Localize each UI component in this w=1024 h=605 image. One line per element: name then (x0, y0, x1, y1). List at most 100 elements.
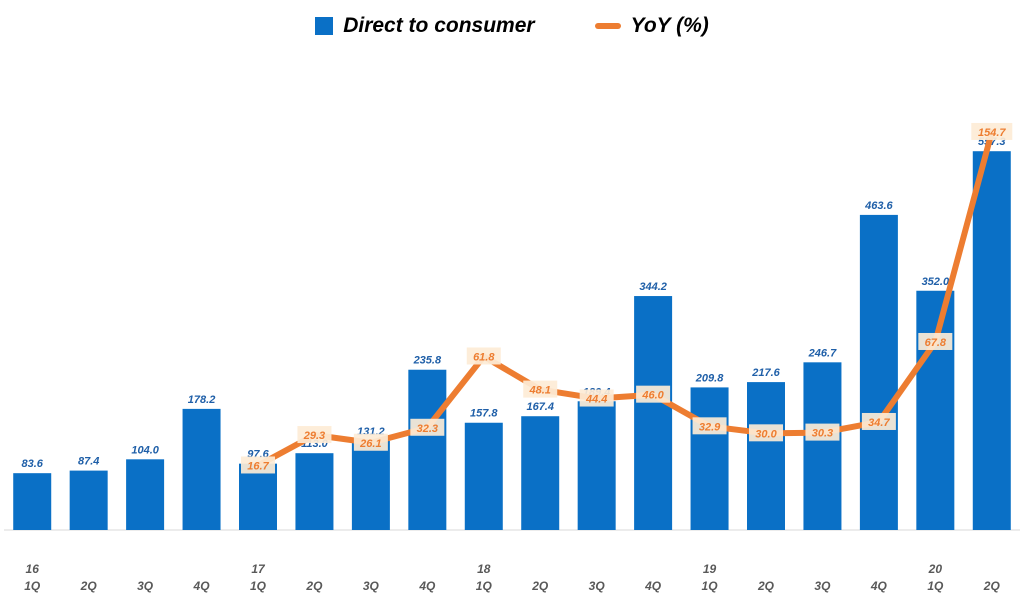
legend-item-yoy: YoY (%) (594, 14, 709, 38)
yoy-label-box-6 (353, 433, 388, 451)
x-tick-quarter-10: 3Q (589, 579, 606, 593)
bar-label-8: 157.8 (470, 408, 498, 420)
yoy-label-text-10: 44.4 (585, 394, 607, 406)
yoy-label-box-12 (692, 417, 727, 435)
x-tick-quarter-11: 4Q (644, 579, 662, 593)
bar-8 (464, 422, 503, 530)
x-tick-quarter-7: 4Q (418, 579, 436, 593)
bar-7 (408, 369, 447, 530)
x-tick-quarter-13: 2Q (757, 579, 775, 593)
yoy-label-text-7: 32.3 (417, 423, 438, 435)
x-tick-quarter-17: 2Q (983, 579, 1001, 593)
x-tick-quarter-15: 4Q (870, 579, 888, 593)
yoy-label-box-7 (410, 418, 445, 436)
bar-5 (295, 453, 334, 530)
bar-12 (690, 387, 729, 530)
x-tick-quarter-16: 1Q (927, 579, 944, 593)
bar-3 (182, 408, 221, 530)
x-tick-quarter-8: 1Q (476, 579, 493, 593)
x-tick-year-16: 20 (928, 562, 943, 576)
bar-label-9: 167.4 (526, 401, 554, 413)
bar-14 (803, 362, 842, 530)
x-tick-quarter-6: 3Q (363, 579, 380, 593)
yoy-label-8: 61.8 (466, 347, 501, 365)
yoy-label-7: 32.3 (410, 418, 445, 436)
x-tick-year-12: 19 (703, 562, 717, 576)
x-tick-quarter-4: 1Q (250, 579, 267, 593)
yoy-label-16: 67.8 (918, 332, 953, 350)
x-tick-quarter-3: 4Q (193, 579, 211, 593)
x-tick-year-4: 17 (251, 562, 266, 576)
yoy-label-text-11: 46.0 (641, 390, 664, 402)
yoy-label-box-16 (918, 332, 953, 350)
bar-13 (747, 382, 785, 530)
x-tick-quarter-0: 1Q (24, 579, 41, 593)
bar-10 (577, 401, 616, 530)
yoy-label-text-12: 32.9 (699, 421, 721, 433)
bar-label-0: 83.6 (22, 458, 44, 470)
yoy-label-14: 30.3 (805, 423, 840, 441)
yoy-label-11: 46.0 (636, 385, 671, 403)
bar-label-12: 209.8 (695, 372, 724, 384)
bar-label-1: 87.4 (78, 456, 99, 468)
yoy-label-text-14: 30.3 (812, 428, 833, 440)
yoy-label-box-5 (297, 426, 332, 444)
yoy-label-box-8 (466, 347, 501, 365)
x-tick-year-8: 18 (477, 562, 491, 576)
yoy-label-box-15 (861, 412, 896, 430)
bar-label-11: 344.2 (639, 281, 667, 293)
x-tick-quarter-9: 2Q (531, 579, 549, 593)
bar-label-16: 352.0 (922, 276, 950, 288)
yoy-label-9: 48.1 (523, 380, 558, 398)
yoy-label-5: 29.3 (297, 426, 332, 444)
bar-label-13: 217.6 (751, 367, 780, 379)
yoy-label-13: 30.0 (749, 424, 783, 442)
x-tick-quarter-14: 3Q (814, 579, 831, 593)
yoy-label-17: 154.7 (971, 122, 1013, 140)
x-tick-year-0: 16 (26, 562, 40, 576)
yoy-label-text-6: 26.1 (359, 438, 381, 450)
bar-label-2: 104.0 (131, 444, 159, 456)
yoy-label-4: 16.7 (241, 456, 275, 474)
yoy-label-box-9 (523, 380, 558, 398)
yoy-label-box-10 (579, 389, 614, 407)
yoy-label-box-13 (749, 424, 783, 442)
bar-0 (13, 473, 52, 530)
x-tick-quarter-5: 2Q (305, 579, 323, 593)
yoy-label-box-14 (805, 423, 840, 441)
legend-label-direct-to-consumer: Direct to consumer (343, 14, 535, 37)
yoy-label-box-11 (636, 385, 671, 403)
bar-11 (634, 296, 673, 530)
yoy-label-text-16: 67.8 (925, 337, 947, 349)
yoy-label-15: 34.7 (861, 412, 896, 430)
bar-17 (972, 151, 1011, 531)
yoy-label-text-9: 48.1 (529, 385, 551, 397)
yoy-label-text-5: 29.3 (303, 430, 325, 442)
bar-label-3: 178.2 (188, 394, 216, 406)
bar-label-14: 246.7 (808, 347, 837, 359)
x-tick-quarter-1: 2Q (80, 579, 98, 593)
yoy-label-text-4: 16.7 (247, 460, 269, 472)
bar-label-7: 235.8 (413, 355, 442, 367)
bar-9 (521, 416, 560, 530)
yoy-label-text-15: 34.7 (868, 417, 890, 429)
yoy-label-12: 32.9 (692, 417, 727, 435)
chart-legend: Direct to consumer YoY (%) (0, 14, 1024, 38)
legend-label-yoy: YoY (%) (630, 14, 709, 37)
yoy-label-6: 26.1 (353, 433, 388, 451)
bar-4 (239, 463, 277, 530)
x-tick-quarter-2: 3Q (137, 579, 154, 593)
bar-label-15: 463.6 (864, 200, 893, 212)
bar-15 (859, 214, 898, 530)
bar-2 (126, 459, 165, 530)
yoy-label-box-17 (971, 122, 1013, 140)
yoy-label-10: 44.4 (579, 389, 614, 407)
yoy-label-box-4 (241, 456, 275, 474)
bar-1 (69, 470, 108, 530)
yoy-label-text-13: 30.0 (755, 428, 777, 440)
x-tick-quarter-12: 1Q (702, 579, 719, 593)
legend-item-direct-to-consumer: Direct to consumer (315, 14, 535, 38)
legend-swatch-line (594, 23, 621, 29)
yoy-label-text-17: 154.7 (978, 127, 1006, 139)
